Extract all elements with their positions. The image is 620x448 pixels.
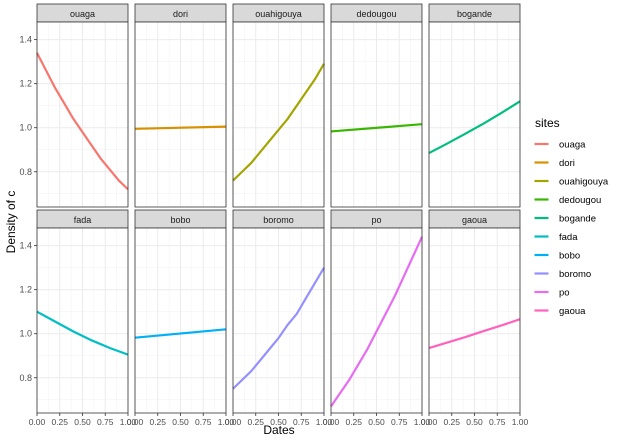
legend-title: sites (535, 116, 560, 130)
legend-label: fada (559, 232, 578, 243)
x-tick-label: 1.00 (120, 417, 137, 427)
x-tick-label: 0.50 (368, 417, 385, 427)
x-tick-label: 0.00 (225, 417, 242, 427)
legend-item-po: po (533, 284, 570, 301)
panel-border (330, 21, 423, 208)
x-tick-label: 0.25 (443, 417, 460, 427)
panel-border (36, 21, 129, 208)
legend-label: boromo (559, 269, 591, 280)
series-line-boromo (232, 267, 325, 390)
x-tick-label: 1.00 (316, 417, 333, 427)
x-tick-label: 0.50 (74, 417, 91, 427)
x-tick-label: 0.50 (270, 417, 287, 427)
facet-panel-dori: dori (134, 3, 227, 208)
facet-strip-label: bobo (170, 215, 190, 225)
x-tick-label: 0.75 (489, 417, 506, 427)
series-line-po (330, 236, 423, 408)
legend-label: gaoua (559, 306, 586, 317)
facet-panel-fada: fada 0.8 1.0 1.2 1.4 0.00 0.25 0.50 0.75 1.00 (19, 209, 137, 427)
panel-border (232, 21, 325, 208)
legend-item-fada: fada (533, 228, 578, 246)
x-tick-label: 0.00 (127, 417, 144, 427)
y-tick-label: 1.0 (19, 123, 32, 133)
facet-panel-bobo: bobo 0.00 0.25 0.50 0.75 1.00 (127, 209, 235, 427)
legend-label: dedougou (559, 195, 601, 206)
series-line-fada (36, 310, 129, 356)
x-tick-label: 1.00 (218, 417, 235, 427)
legend-item-bogande: bogande (533, 210, 596, 227)
series-line-ouaga (36, 52, 129, 191)
legend-label: dori (559, 158, 575, 169)
legend-label: bobo (559, 251, 580, 262)
legend-item-dori: dori (533, 154, 575, 172)
facet-panel-bogande: bogande (428, 3, 521, 208)
x-tick-label: 0.75 (293, 417, 310, 427)
legend-label: ouaga (559, 140, 586, 151)
facet-panel-ouaga: ouaga 0.8 1.0 1.2 1.4 (19, 3, 129, 208)
legend-item-gaoua: gaoua (533, 302, 586, 320)
x-tick-label: 1.00 (512, 417, 529, 427)
y-tick-label: 1.4 (19, 241, 32, 251)
series-line-ouahigouya (232, 63, 325, 182)
legend-label: ouahigouya (559, 177, 609, 188)
x-axis-title: Dates (263, 423, 294, 437)
series-line-gaoua (428, 318, 521, 350)
series-line-dori (134, 125, 227, 130)
y-tick-label: 1.4 (19, 35, 32, 45)
y-tick-label: 1.2 (19, 285, 32, 295)
x-tick-label: 0.00 (323, 417, 340, 427)
x-tick-label: 0.75 (195, 417, 212, 427)
legend-item-ouahigouya: ouahigouya (533, 173, 609, 190)
x-tick-label: 0.25 (345, 417, 362, 427)
facet-strip-label: dori (173, 9, 188, 19)
panel-border (428, 21, 521, 208)
y-tick-label: 1.0 (19, 329, 32, 339)
x-tick-label: 0.50 (172, 417, 189, 427)
legend-label: bogande (559, 214, 596, 225)
x-tick-label: 0.25 (247, 417, 264, 427)
legend-item-dedougou: dedougou (533, 191, 601, 209)
facet-strip-label: bogande (457, 9, 492, 19)
facet-strip-label: gaoua (462, 215, 487, 225)
series-line-bogande (428, 100, 521, 155)
x-tick-label: 0.00 (29, 417, 46, 427)
series-line-bobo (134, 328, 227, 339)
facet-strip-label: po (371, 215, 381, 225)
facet-strip-label: ouahigouya (255, 9, 302, 19)
y-tick-label: 1.2 (19, 79, 32, 89)
x-tick-label: 0.00 (421, 417, 438, 427)
x-tick-label: 0.50 (466, 417, 483, 427)
facet-panel-dedougou: dedougou (330, 3, 423, 208)
panel-border (134, 21, 227, 208)
x-tick-label: 0.25 (51, 417, 68, 427)
y-axis-title: Density of c (4, 191, 18, 254)
y-tick-label: 0.8 (19, 373, 32, 383)
facet-strip-label: ouaga (70, 9, 95, 19)
facet-panel-gaoua: gaoua 0.00 0.25 0.50 0.75 1.00 (421, 209, 529, 427)
facet-strip-label: dedougou (356, 9, 396, 19)
legend-label: po (559, 288, 570, 299)
x-tick-label: 0.25 (149, 417, 166, 427)
x-tick-label: 1.00 (414, 417, 431, 427)
facet-panel-po: po 0.00 0.25 0.50 0.75 1.00 (323, 209, 431, 427)
legend-item-bobo: bobo (533, 247, 580, 264)
series-line-dedougou (330, 123, 423, 133)
legend-item-ouaga: ouaga (533, 136, 586, 153)
facet-panel-boromo: boromo 0.00 0.25 0.50 0.75 1.00 (225, 209, 333, 427)
y-tick-label: 0.8 (19, 167, 32, 177)
facet-strip-label: fada (74, 215, 92, 225)
facet-strip-label: boromo (263, 215, 294, 225)
legend-item-boromo: boromo (533, 265, 591, 283)
x-tick-label: 0.75 (97, 417, 114, 427)
x-tick-label: 0.75 (391, 417, 408, 427)
facet-panel-ouahigouya: ouahigouya (232, 3, 325, 208)
